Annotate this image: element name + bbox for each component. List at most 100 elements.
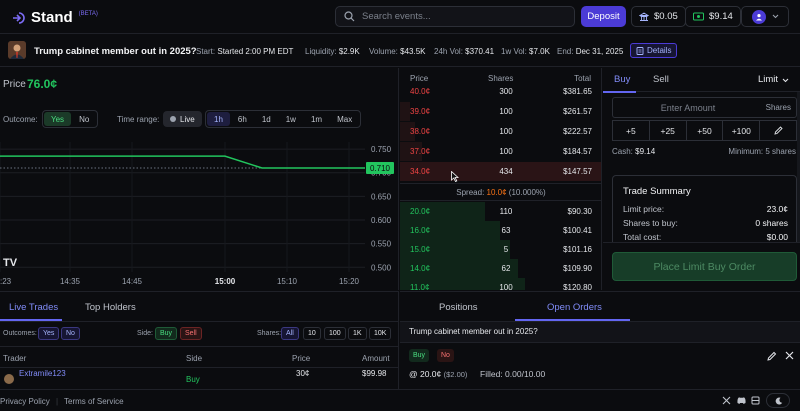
tab-live-trades[interactable]: Live Trades <box>9 302 59 313</box>
logo[interactable]: Stand (BETA) <box>12 9 98 26</box>
ask-shares: 100 <box>499 107 513 116</box>
search-box[interactable] <box>335 6 575 27</box>
filter-shares-10k-chip[interactable]: 10K <box>369 327 392 340</box>
bid-row[interactable]: 20.0¢ 110 $90.30 <box>400 202 601 221</box>
ask-row[interactable]: 34.0¢ 434 $147.57 <box>400 162 601 181</box>
outcome-toggle: Yes No <box>42 110 99 128</box>
x-social-icon[interactable] <box>722 396 731 405</box>
cash-balance[interactable]: $9.14 <box>685 6 741 27</box>
ask-row[interactable]: 40.0¢ 300 $381.65 <box>400 82 601 101</box>
filter-buy-chip[interactable]: Buy <box>155 327 178 340</box>
table-row[interactable]: Extramile123 Buy 30¢ $99.98 <box>0 368 399 390</box>
amount-input[interactable] <box>613 98 763 117</box>
trade-tabs: Buy Sell Limit <box>603 68 800 93</box>
tab-sell[interactable]: Sell <box>653 74 669 85</box>
close-icon[interactable] <box>785 351 794 360</box>
spread-label: Spread: <box>456 188 485 197</box>
market-24h-volume: 24h Vol: $370.41 <box>434 47 494 56</box>
live-button[interactable]: Live <box>163 111 202 127</box>
filter-shares-10-chip[interactable]: 10 <box>303 327 321 340</box>
filter-yes-chip[interactable]: Yes <box>38 327 60 340</box>
increment-5-button[interactable]: +5 <box>613 121 650 140</box>
filter-no-chip[interactable]: No <box>61 327 80 340</box>
market-1w-volume: 1w Vol: $7.0K <box>501 47 550 56</box>
range-max-button[interactable]: Max <box>337 114 353 124</box>
outcome-no-button[interactable]: No <box>79 114 90 124</box>
search-input[interactable] <box>362 11 552 22</box>
ask-row[interactable]: 39.0¢ 100 $261.57 <box>400 102 601 121</box>
deposit-button[interactable]: Deposit <box>581 6 626 27</box>
amount-field[interactable]: Shares <box>612 97 797 118</box>
bid-row[interactable]: 14.0¢ 62 $109.90 <box>400 259 601 278</box>
ask-row[interactable]: 38.0¢ 100 $222.57 <box>400 122 601 141</box>
bid-row[interactable]: 11.0¢ 100 $120.80 <box>400 278 601 290</box>
details-button[interactable]: Details <box>630 43 678 58</box>
order-type-select[interactable]: Limit <box>758 74 779 85</box>
y-tick-label: 0.500 <box>371 263 392 272</box>
spread-value: 10.0¢ <box>486 188 507 197</box>
tab-positions[interactable]: Positions <box>439 302 478 313</box>
docs-icon[interactable] <box>751 396 760 405</box>
ask-depth-bar <box>400 162 601 181</box>
end-value: Dec 31, 2025 <box>575 47 624 56</box>
increment-100-button[interactable]: +100 <box>723 121 761 140</box>
x-tick-label: 14:35 <box>60 277 81 286</box>
orders-panel: Positions Open Orders Trump cabinet memb… <box>400 291 800 389</box>
filter-shares-1k-chip[interactable]: 1K <box>348 327 367 340</box>
edit-order-icon[interactable] <box>767 351 777 361</box>
range-1h-button[interactable]: 1h <box>207 112 230 126</box>
discord-icon[interactable] <box>736 396 747 405</box>
market-bar: Trump cabinet member out in 2025? Start:… <box>0 35 800 67</box>
place-order-button[interactable]: Place Limit Buy Order <box>612 252 797 281</box>
filter-shares-all-chip[interactable]: All <box>281 327 299 340</box>
cash-label: Cash: <box>612 147 633 156</box>
increment-50-button[interactable]: +50 <box>687 121 724 140</box>
range-6h-button[interactable]: 6h <box>237 114 247 124</box>
limit-price-row: Limit price: 23.0¢ <box>623 204 788 214</box>
account-menu-button[interactable] <box>741 6 789 27</box>
col-side: Side <box>186 354 203 363</box>
range-1m-button[interactable]: 1m <box>310 114 323 124</box>
range-1w-button[interactable]: 1w <box>285 114 296 124</box>
terms-link[interactable]: Terms of Service <box>64 397 124 406</box>
ask-depth-bar <box>400 142 422 161</box>
ask-row[interactable]: 37.0¢ 100 $184.57 <box>400 142 601 161</box>
tab-open-orders[interactable]: Open Orders <box>547 302 602 313</box>
bid-shares: 62 <box>501 264 511 273</box>
bid-row[interactable]: 16.0¢ 63 $100.41 <box>400 221 601 240</box>
price-label: Price <box>3 79 26 90</box>
bid-row[interactable]: 15.0¢ 5 $101.16 <box>400 240 601 259</box>
trade-summary: Trade Summary Limit price: 23.0¢ Shares t… <box>612 175 797 243</box>
tab-top-holders[interactable]: Top Holders <box>85 302 136 313</box>
bid-shares: 100 <box>499 283 513 290</box>
time-range-toggle: 1h 6h 1d 1w 1m Max <box>205 110 362 128</box>
portfolio-balance[interactable]: $0.05 <box>631 6 686 27</box>
ask-shares: 434 <box>499 167 513 176</box>
range-1d-button[interactable]: 1d <box>261 114 271 124</box>
document-icon <box>636 46 644 55</box>
trader-name[interactable]: Extramile123 <box>19 369 66 378</box>
limit-price-label: Limit price: <box>623 204 665 214</box>
chevron-down-icon[interactable] <box>782 78 789 83</box>
y-tick-label: 0.650 <box>371 192 392 201</box>
privacy-link[interactable]: Privacy Policy <box>0 397 50 406</box>
bid-depth-bar <box>400 221 500 240</box>
ask-total: $222.57 <box>563 127 592 136</box>
market-liquidity: Liquidity: $2.9K <box>305 47 360 56</box>
theme-toggle[interactable] <box>766 393 790 408</box>
summary-title: Trade Summary <box>623 186 691 197</box>
increment-buttons: +5 +25 +50 +100 <box>612 120 797 141</box>
shares-value: 0 shares <box>755 218 788 228</box>
tab-buy[interactable]: Buy <box>614 74 631 85</box>
edit-amount-button[interactable] <box>760 121 796 140</box>
outcome-yes-button[interactable]: Yes <box>44 112 72 126</box>
filter-shares-100-chip[interactable]: 100 <box>324 327 346 340</box>
x-tick-label: 15:10 <box>277 277 298 286</box>
filter-sell-chip[interactable]: Sell <box>180 327 202 340</box>
increment-25-button[interactable]: +25 <box>650 121 687 140</box>
y-tick-label: 0.600 <box>371 216 392 225</box>
trade-scrollbar[interactable] <box>797 92 800 242</box>
price-chart[interactable]: 0.7500.7000.6500.6000.5500.500:2314:3514… <box>0 140 399 290</box>
current-price-label: 0.710 <box>370 164 391 173</box>
filter-divider <box>0 346 399 347</box>
